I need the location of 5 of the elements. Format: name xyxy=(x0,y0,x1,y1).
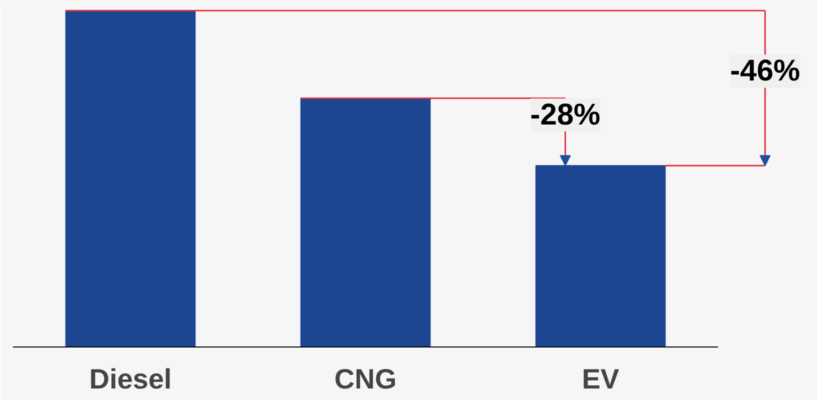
x-tick-label: CNG xyxy=(334,364,397,394)
x-tick-label: Diesel xyxy=(89,364,172,394)
annotation: -46% xyxy=(730,54,800,88)
x-tick-label: EV xyxy=(582,364,620,394)
annotation: -28% xyxy=(530,98,600,132)
